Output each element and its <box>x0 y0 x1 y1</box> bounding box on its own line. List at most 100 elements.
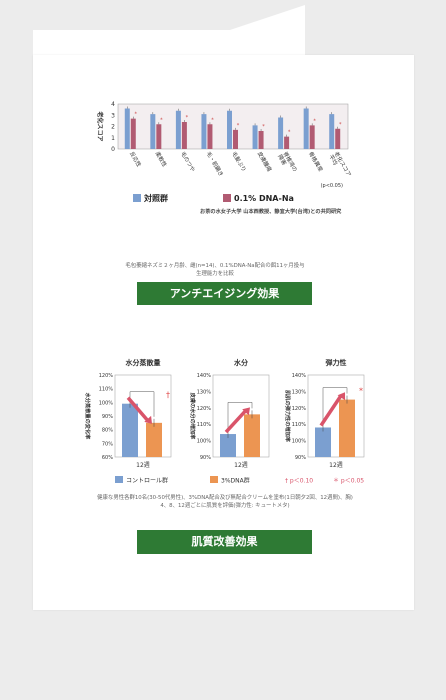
x-tick-label: 反応性 <box>128 150 143 169</box>
x-tick-label: 骨格異常 <box>307 150 325 173</box>
y-tick-label: 3 <box>111 112 115 119</box>
significance-note: (p<0.05) <box>321 183 343 189</box>
x-tick-label: 12週 <box>329 461 343 469</box>
bar <box>335 128 341 149</box>
y-tick-label: 90% <box>102 414 113 420</box>
chart-title: 水分蒸散量 <box>126 358 161 367</box>
bar <box>329 114 335 149</box>
legend-dagger: † p＜0.10 <box>285 478 313 485</box>
legend-swatch-dna <box>223 194 231 202</box>
x-tick-label: 12週 <box>234 461 248 469</box>
bar <box>258 131 264 149</box>
y-tick-label: 2 <box>111 124 115 131</box>
y-tick-label: 90% <box>295 455 306 461</box>
significance-mark: * <box>211 117 214 123</box>
y-tick-label: 110% <box>197 422 212 428</box>
x-tick-label: 12週 <box>136 461 150 469</box>
legend-label-control: 対照群 <box>143 193 168 203</box>
significance-bracket <box>322 387 348 422</box>
chart-title: 水分 <box>234 358 248 367</box>
banner-skin: 肌質改善効果 <box>137 530 312 554</box>
trend-arrow <box>224 409 248 434</box>
bar <box>284 136 290 149</box>
significance-mark: * <box>313 118 316 124</box>
bar <box>278 117 284 149</box>
y-axis-label: 肌肌の弾力性の増加率 <box>284 389 292 443</box>
significance-mark: * <box>135 112 138 118</box>
legend-swatch-dna <box>210 476 218 483</box>
legend-label-dna: 0.1% DNA-Na <box>234 194 294 203</box>
y-axis-label: 老化スコア <box>96 110 104 141</box>
x-tick-label: 皮膚腫瘍 <box>256 150 274 173</box>
x-tick-label: 老化スコア平均 <box>327 150 353 181</box>
legend-star: ＊ p＜0.05 <box>333 478 364 485</box>
skin-legend: コントロール群 3%DNA群 † p＜0.10 ＊ p＜0.05 <box>115 476 364 485</box>
y-tick-label: 120% <box>292 406 307 412</box>
y-tick-label: 1 <box>111 135 115 142</box>
legend-label-dna: 3%DNA群 <box>221 477 250 485</box>
y-tick-label: 0 <box>111 146 115 153</box>
y-tick-label: 110% <box>99 387 114 393</box>
trend-arrow-head <box>242 407 250 416</box>
x-tick-label: 毛髪ぶり <box>230 150 248 173</box>
x-tick-label: 柔軟性 <box>154 150 169 169</box>
significance-marker: * <box>359 387 363 396</box>
y-axis-label: 皮膚の水分の増加率 <box>189 392 197 441</box>
bar <box>252 125 258 149</box>
y-tick-label: 60% <box>102 455 113 461</box>
significance-mark: * <box>339 122 342 128</box>
y-tick-label: 120% <box>197 406 212 412</box>
bar-control <box>122 403 138 457</box>
significance-bracket <box>227 402 253 429</box>
bar <box>124 108 130 149</box>
bar <box>309 125 315 149</box>
trend-arrow <box>126 396 150 422</box>
trend-arrow-head <box>144 415 152 424</box>
bar <box>201 114 207 149</box>
significance-mark: * <box>237 123 240 129</box>
y-tick-label: 110% <box>292 422 307 428</box>
page-flap <box>33 5 305 60</box>
elasticity-chart: 弾力性 90% 100% 110% 120% 130% 140% 肌肌の弾力性の増加率 * 12週 <box>284 358 365 469</box>
bar <box>227 110 232 149</box>
chart-title: 弾力性 <box>326 358 347 367</box>
legend-swatch-control <box>133 194 141 202</box>
y-tick-label: 4 <box>111 101 115 108</box>
legend-label-control: コントロール群 <box>126 477 168 485</box>
caption-2: 健康な男性各群10名(30-50代男性)、3%DNA配合及び無配合クリームを塗布… <box>97 495 353 509</box>
y-tick-label: 120% <box>99 373 114 379</box>
y-axis-label: 水分蒸散量の変化率 <box>84 393 92 441</box>
aging-score-chart: 0 1 2 3 4 老化スコア * 反応性 * 柔軟性 * 毛のつや * 毛・前腸き * 毛髪ぶり * 皮膚腫瘍 *… <box>96 101 353 215</box>
significance-marker: † <box>166 391 170 400</box>
bar <box>156 124 162 149</box>
trend-arrow <box>319 394 343 427</box>
significance-mark: * <box>262 124 265 130</box>
significance-mark: * <box>288 130 291 136</box>
y-tick-label: 130% <box>292 389 307 395</box>
y-tick-label: 140% <box>197 373 212 379</box>
y-tick-label: 140% <box>292 373 307 379</box>
x-tick-label: 毛のつや <box>179 150 197 173</box>
bar <box>130 118 136 149</box>
y-tick-label: 130% <box>197 389 212 395</box>
significance-bracket <box>129 391 155 417</box>
significance-mark: * <box>160 117 163 123</box>
y-tick-label: 90% <box>200 455 211 461</box>
bar <box>175 110 181 149</box>
y-tick-label: 100% <box>197 439 212 445</box>
trend-arrow-head <box>337 392 346 401</box>
y-tick-label: 100% <box>292 439 307 445</box>
credit-text: お茶の水女子大学 山本西教授、静宜大学(台湾)との共同研究 <box>200 207 342 215</box>
bar-control <box>315 427 331 457</box>
water-evaporation-chart: 水分蒸散量 60% 70% 80% 90% 100% 110% 120% 水分蒸散量の変化率 † 1… <box>84 358 172 469</box>
banner-anti-aging: アンチエイジング効果 <box>137 282 312 305</box>
legend-swatch-control <box>115 476 123 483</box>
significance-mark: * <box>186 115 189 121</box>
y-tick-label: 80% <box>102 428 113 434</box>
bar <box>150 114 156 149</box>
moisture-chart: 水分 90% 100% 110% 120% 130% 140% 皮膚の水分の増加率 12週 <box>189 358 270 469</box>
bar-dna <box>146 422 162 457</box>
bar <box>207 124 213 149</box>
bar <box>181 122 187 149</box>
caption-1: 毛包萎縮ネズミ２ヶ月齢、雌(n=14)、0.1%DNA-Na配合の餌11ヶ月投与… <box>125 263 305 277</box>
